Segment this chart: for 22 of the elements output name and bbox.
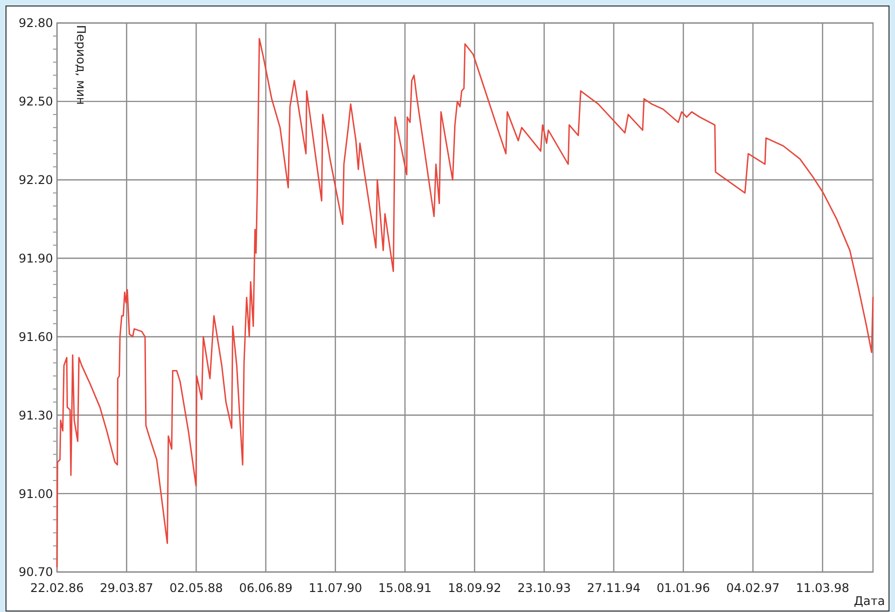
x-tick-label: 06.06.89 [239, 581, 293, 595]
y-axis-title: Период, мин [74, 25, 88, 105]
x-axis-title: Дата [854, 594, 885, 608]
x-tick-label: 18.09.92 [448, 581, 502, 595]
y-tick-label: 91.90 [18, 251, 53, 266]
x-tick-label: 04.02.97 [726, 581, 780, 595]
y-tick-label: 91.30 [18, 408, 53, 422]
x-tick-label: 29.03.87 [100, 581, 154, 595]
x-tick-label: 23.10.93 [517, 581, 571, 595]
y-tick-label: 92.80 [18, 16, 53, 30]
y-tick-label: 91.60 [18, 330, 53, 344]
y-tick-label: 92.20 [18, 173, 53, 188]
x-tick-label: 11.03.98 [796, 581, 850, 595]
x-tick-label: 27.11.94 [587, 581, 640, 595]
x-tick-label: 15.08.91 [378, 581, 432, 595]
x-tick-label: 11.07.90 [308, 581, 362, 595]
y-tick-label: 90.70 [18, 565, 53, 580]
y-tick-label: 92.50 [18, 94, 53, 109]
x-tick-label: 01.01.96 [656, 581, 710, 595]
x-tick-label: 02.05.88 [169, 581, 223, 595]
y-tick-label: 91.00 [18, 486, 53, 501]
x-tick-label: 22.02.86 [30, 581, 84, 595]
